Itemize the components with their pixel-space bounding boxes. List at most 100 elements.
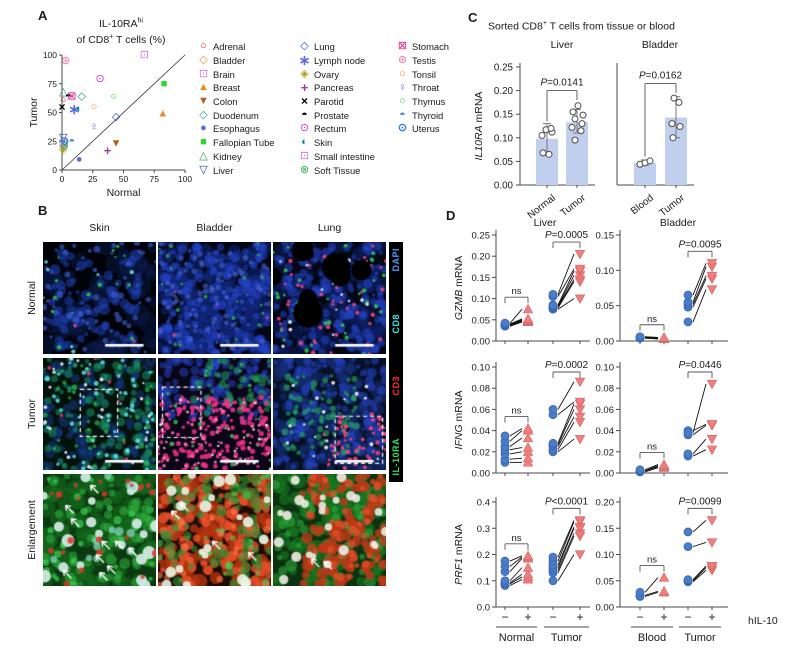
svg-text:0.00: 0.00 bbox=[472, 469, 491, 480]
legend-item-pancreas: + Pancreas bbox=[298, 81, 375, 95]
thyroid-marker-icon: ◓ bbox=[399, 108, 406, 121]
svg-text:75: 75 bbox=[48, 79, 58, 89]
svg-text:0.05: 0.05 bbox=[494, 157, 514, 168]
d-plus-triangle bbox=[706, 561, 718, 572]
svg-text:−: − bbox=[684, 610, 691, 624]
d-plus-triangle bbox=[706, 538, 718, 548]
d-plus-triangle bbox=[522, 313, 534, 324]
micrograph-tile-lung-tumor bbox=[273, 358, 386, 470]
liver-marker-icon: ▽ bbox=[199, 163, 208, 176]
svg-text:ns: ns bbox=[647, 442, 657, 453]
legend-item-label: Parotid bbox=[314, 96, 344, 108]
scatter-point-thymus: ○ bbox=[110, 90, 117, 102]
b-row-label-enlargement: Enlargement bbox=[26, 500, 38, 560]
svg-text:Liver: Liver bbox=[551, 39, 574, 51]
d-plus-triangle bbox=[522, 432, 534, 443]
d-group-label: Tumor bbox=[551, 632, 583, 644]
d-plus-triangle bbox=[706, 420, 718, 430]
scatter-point-lung: ◇ bbox=[112, 111, 121, 123]
duodenum-marker-icon: ◇ bbox=[199, 108, 208, 121]
legend-item-label: Stomach bbox=[412, 41, 449, 53]
scatter-point-ovary: ◈ bbox=[59, 143, 68, 155]
scatter-point-breast: ▲ bbox=[157, 108, 168, 120]
legend-item-fallopian-tube: ■ Fallopian Tube bbox=[197, 136, 275, 150]
legend-item-label: Throat bbox=[412, 82, 440, 94]
channel-label-bar: DAPI CD8 CD3 IL-10RA bbox=[389, 242, 403, 482]
svg-text:0.20: 0.20 bbox=[494, 86, 514, 97]
soft-tissue-marker-icon: ⊗ bbox=[299, 163, 310, 176]
throat-marker-icon: ♀ bbox=[398, 80, 407, 95]
c-data-dot bbox=[571, 115, 579, 123]
legend-item-label: Thymus bbox=[412, 96, 446, 108]
svg-text:0.04: 0.04 bbox=[596, 426, 615, 437]
svg-text:0.10: 0.10 bbox=[494, 133, 514, 144]
legend-item-esophagus: ● Esophagus bbox=[197, 122, 275, 136]
d-minus-dot bbox=[683, 575, 693, 585]
scatter-legend: ○ Adrenal ◇ Bladder ⊡ Brain ▲ Breast ▼ Colon ◇ Duod… bbox=[197, 40, 449, 190]
svg-text:0.05: 0.05 bbox=[472, 315, 491, 326]
micrograph-tile-skin-enlargement bbox=[43, 474, 156, 586]
svg-text:0.08: 0.08 bbox=[472, 384, 491, 395]
svg-text:0.10: 0.10 bbox=[596, 363, 615, 374]
d-plus-triangle bbox=[522, 303, 534, 314]
svg-text:0.20: 0.20 bbox=[472, 252, 491, 263]
d-minus-dot bbox=[683, 290, 693, 300]
scatter-point-kidney: △ bbox=[59, 86, 68, 98]
colon-marker-icon: ▼ bbox=[198, 95, 209, 108]
svg-text:IFNG mRNA: IFNG mRNA bbox=[453, 391, 465, 450]
scatter-point-small-intestine: ⊡ bbox=[59, 138, 68, 150]
scatter-point-throat: ♀ bbox=[89, 119, 98, 133]
d-plus-triangle bbox=[706, 271, 718, 282]
micrograph-tile-lung-enlargement bbox=[273, 474, 386, 586]
adrenal-marker-icon: ○ bbox=[200, 40, 207, 53]
svg-text:+: + bbox=[708, 610, 715, 624]
legend-item-tonsil: ○ Tonsil bbox=[396, 67, 449, 81]
svg-text:P=0.0141: P=0.0141 bbox=[540, 78, 584, 89]
d-minus-dot bbox=[683, 542, 693, 552]
scatter-point-parotid: × bbox=[58, 100, 65, 114]
legend-item-label: Breast bbox=[213, 82, 241, 94]
scatter-point-pancreas: + bbox=[104, 143, 112, 158]
legend-column-2: ◇ Lung ∗ Lymph node ◈ Ovary + Pancreas × Parotid ◓… bbox=[298, 40, 375, 177]
d-minus-dot bbox=[548, 289, 558, 299]
legend-item-soft-tissue: ⊗ Soft Tissue bbox=[298, 163, 375, 177]
svg-text:0.15: 0.15 bbox=[472, 273, 491, 284]
legend-item-label: Fallopian Tube bbox=[213, 137, 275, 149]
c-data-dot bbox=[670, 94, 678, 102]
legend-item-lung: ◇ Lung bbox=[298, 40, 375, 54]
panel-c-title: Sorted CD8+ T cells from tissue or blood bbox=[488, 20, 675, 33]
d-plus-triangle bbox=[574, 434, 586, 445]
scatter-point-esophagus: ● bbox=[76, 154, 83, 166]
micrograph-tile-skin-tumor bbox=[43, 358, 156, 470]
c-data-dot bbox=[568, 123, 576, 131]
tonsil-marker-icon: ○ bbox=[399, 67, 406, 80]
legend-item-label: Prostate bbox=[314, 109, 349, 121]
uterus-marker-icon: ⊙ bbox=[397, 122, 408, 135]
svg-text:Bladder: Bladder bbox=[660, 217, 697, 229]
svg-text:P<0.0001: P<0.0001 bbox=[545, 496, 589, 507]
d-group-label: Blood bbox=[638, 632, 666, 644]
d-plus-triangle bbox=[574, 377, 586, 388]
legend-item-label: Testis bbox=[412, 55, 436, 67]
d-plus-triangle bbox=[574, 250, 586, 260]
channel-label-cd8: CD8 bbox=[391, 314, 401, 334]
c-data-dot bbox=[547, 124, 555, 132]
svg-text:50: 50 bbox=[48, 108, 58, 118]
svg-text:100: 100 bbox=[178, 174, 192, 184]
d-plus-triangle bbox=[574, 516, 586, 526]
svg-text:0.2: 0.2 bbox=[477, 550, 490, 561]
legend-item-parotid: × Parotid bbox=[298, 95, 375, 109]
c-data-dot bbox=[675, 98, 683, 106]
svg-text:+: + bbox=[576, 610, 583, 624]
svg-text:25: 25 bbox=[48, 136, 58, 146]
legend-item-liver: ▽ Liver bbox=[197, 163, 275, 177]
svg-text:0: 0 bbox=[60, 174, 65, 184]
legend-item-stomach: ⊠ Stomach bbox=[396, 40, 449, 54]
svg-text:100: 100 bbox=[43, 50, 57, 60]
svg-text:ns: ns bbox=[511, 286, 521, 297]
svg-text:0.3: 0.3 bbox=[477, 524, 490, 535]
svg-text:ns: ns bbox=[511, 405, 521, 416]
svg-text:Tumor: Tumor bbox=[28, 97, 40, 127]
legend-item-label: Thyroid bbox=[412, 109, 444, 121]
